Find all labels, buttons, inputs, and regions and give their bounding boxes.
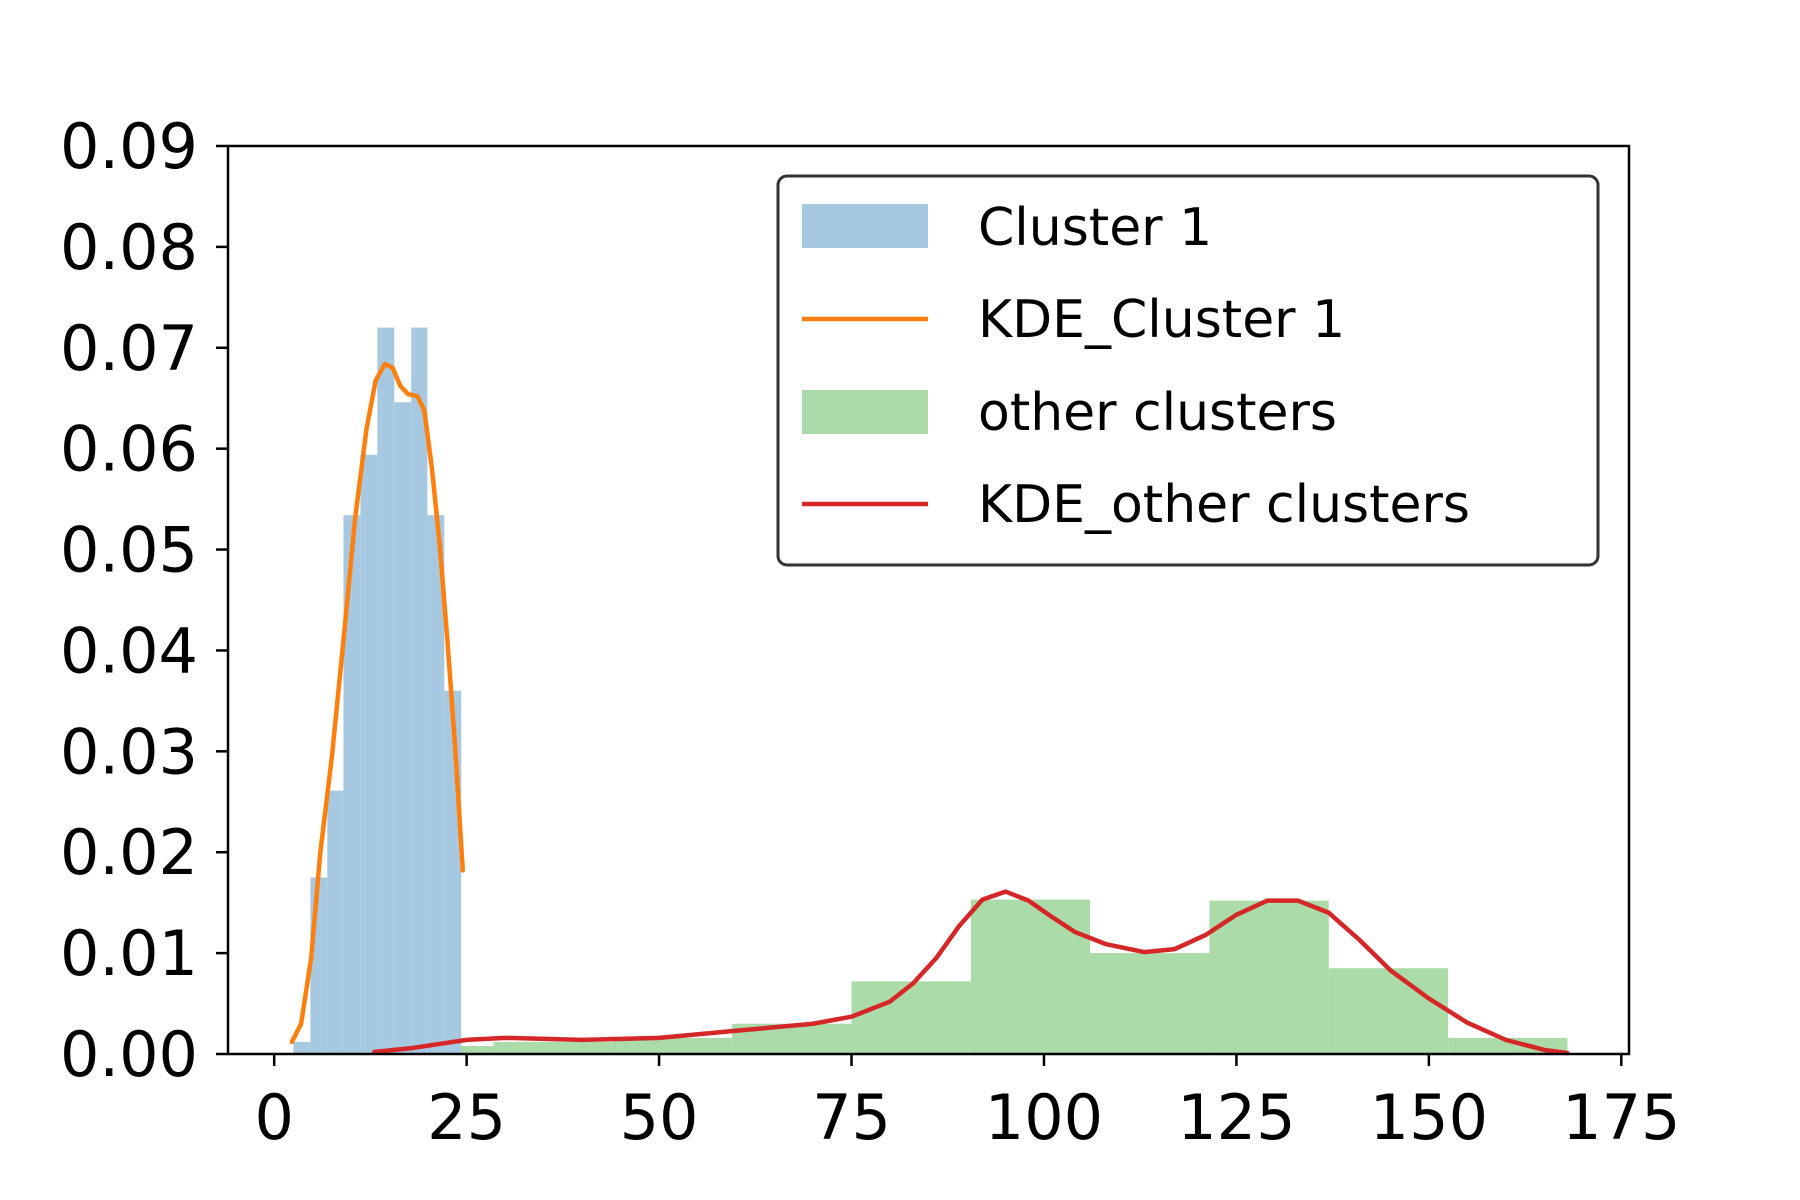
legend-label-other-kde: KDE_other clusters bbox=[978, 475, 1470, 535]
x-tick-label: 0 bbox=[254, 1081, 293, 1154]
legend-label-cluster-kde: KDE_Cluster 1 bbox=[978, 290, 1345, 350]
y-tick-label: 0.01 bbox=[60, 917, 198, 990]
histogram-bar bbox=[394, 402, 412, 1054]
histogram-bar bbox=[411, 327, 428, 1055]
histogram-bar bbox=[377, 327, 395, 1055]
histogram-bar bbox=[327, 790, 344, 1054]
histogram-bar bbox=[851, 981, 971, 1054]
x-tick-label: 25 bbox=[427, 1081, 506, 1154]
y-tick-label: 0.04 bbox=[60, 614, 198, 687]
histogram-bar bbox=[1209, 900, 1329, 1054]
legend-label-cluster-hist: Cluster 1 bbox=[978, 198, 1212, 258]
legend-label-other-hist: other clusters bbox=[978, 383, 1337, 443]
histogram-bar bbox=[493, 1041, 613, 1054]
kde-line-other-clusters bbox=[372, 889, 1570, 1056]
histogram-cluster-1 bbox=[293, 327, 462, 1055]
y-tick-label: 0.09 bbox=[60, 110, 198, 183]
x-tick-label: 175 bbox=[1562, 1081, 1680, 1154]
legend-swatch-cluster-hist bbox=[802, 204, 928, 248]
histogram-bar bbox=[1328, 968, 1449, 1054]
histogram-bar bbox=[970, 899, 1091, 1054]
kde-lines bbox=[289, 361, 1570, 1056]
legend-box bbox=[776, 174, 1600, 567]
y-tick-label: 0.08 bbox=[60, 211, 198, 284]
x-tick-label: 125 bbox=[1177, 1081, 1295, 1154]
x-axis: 0 25 50 75 100 125 150 175 bbox=[254, 1054, 1680, 1154]
y-tick-label: 0.07 bbox=[60, 312, 198, 385]
histogram-bars bbox=[293, 327, 1568, 1055]
x-tick-label: 50 bbox=[620, 1081, 699, 1154]
y-tick-label: 0.05 bbox=[60, 514, 198, 587]
histogram-other-clusters bbox=[374, 899, 1568, 1054]
x-tick-label: 100 bbox=[985, 1081, 1103, 1154]
plot-frame bbox=[226, 144, 1631, 1056]
y-tick-label: 0.06 bbox=[60, 413, 198, 486]
y-tick-label: 0.03 bbox=[60, 715, 198, 788]
histogram-bar bbox=[360, 454, 378, 1055]
legend: Cluster 1 KDE_Cluster 1 other clusters K… bbox=[776, 174, 1600, 567]
histogram-bar bbox=[612, 1037, 733, 1054]
legend-swatch-other-hist bbox=[802, 390, 928, 434]
x-tick-label: 150 bbox=[1370, 1081, 1488, 1154]
y-tick-label: 0.00 bbox=[60, 1018, 198, 1091]
histogram-bar bbox=[427, 515, 445, 1054]
y-axis: 0.00 0.01 0.02 0.03 0.04 0.05 0.06 0.07 0.08 0.09 bbox=[60, 110, 228, 1091]
kde-line-cluster-1 bbox=[289, 361, 466, 1045]
y-tick-label: 0.02 bbox=[60, 816, 198, 889]
x-tick-label: 75 bbox=[812, 1081, 891, 1154]
histogram-bar bbox=[343, 515, 361, 1054]
histogram-bar bbox=[293, 1041, 311, 1054]
histogram-bar bbox=[1090, 953, 1210, 1054]
histogram-bar bbox=[310, 877, 328, 1054]
